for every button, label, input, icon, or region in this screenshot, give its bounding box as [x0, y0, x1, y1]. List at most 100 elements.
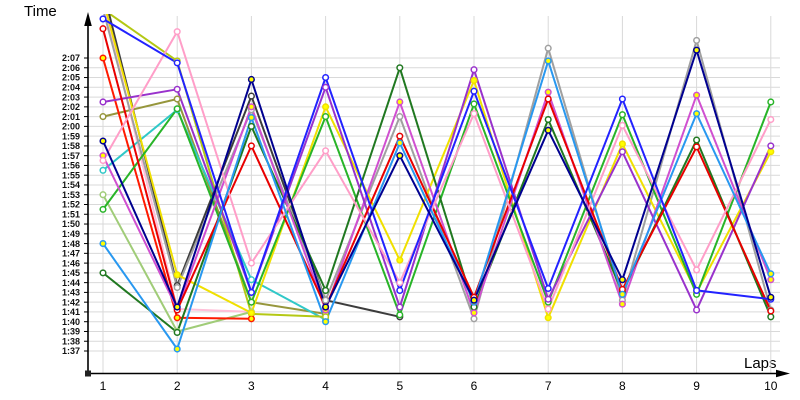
data-point [396, 132, 404, 140]
x-tick-label: 9 [693, 379, 700, 393]
y-tick-label: 1:45 [62, 268, 80, 278]
x-tick-label: 5 [396, 379, 403, 393]
y-tick-label: 2:02 [62, 102, 80, 112]
y-axis-arrow-icon [84, 12, 92, 26]
y-tick-label: 1:51 [62, 209, 80, 219]
data-point [544, 44, 552, 52]
x-axis-title: Laps [744, 355, 777, 372]
data-point [544, 284, 552, 293]
markers-blue [99, 15, 775, 303]
data-point [396, 286, 404, 294]
data-point [173, 283, 181, 292]
y-tick-label: 1:53 [62, 190, 80, 200]
data-point [322, 73, 330, 82]
data-point [247, 142, 255, 150]
y-tick-label: 2:03 [62, 92, 80, 102]
y-tick-label: 1:38 [62, 336, 80, 346]
x-tick-label: 2 [174, 379, 181, 393]
y-tick-label: 2:04 [62, 83, 80, 93]
y-tick-label: 1:48 [62, 239, 80, 249]
y-tick-label: 1:43 [62, 288, 80, 298]
data-point [396, 311, 404, 319]
x-axis-arrow-icon [776, 369, 790, 378]
data-point [767, 142, 775, 150]
data-point [693, 143, 701, 151]
data-point [544, 57, 552, 65]
data-point [470, 66, 478, 74]
data-point [247, 259, 255, 267]
y-tick-label: 1:41 [62, 307, 80, 317]
data-point [470, 87, 478, 95]
series-markers [99, 15, 775, 353]
data-point [396, 139, 404, 147]
data-point [396, 256, 404, 264]
data-point [247, 75, 255, 84]
data-point [470, 296, 478, 304]
data-point [247, 276, 255, 284]
y-tick-label: 1:59 [62, 131, 80, 141]
series-line-gray [103, 14, 772, 320]
data-point [767, 293, 775, 301]
data-point [173, 105, 181, 113]
data-point [618, 300, 626, 308]
data-point [247, 288, 255, 296]
data-point [396, 152, 404, 160]
data-point [693, 286, 701, 294]
data-point [173, 345, 181, 353]
data-point [173, 314, 181, 322]
origin-marker [85, 370, 91, 377]
data-point [322, 83, 330, 91]
y-tick-label: 1:47 [62, 249, 80, 259]
data-point [618, 111, 626, 119]
data-point [544, 314, 552, 322]
data-point [322, 318, 330, 326]
markers-purple [99, 66, 775, 314]
data-point [99, 54, 107, 62]
y-tick-label: 1:54 [62, 180, 80, 190]
x-tick-label: 6 [471, 379, 478, 393]
y-tick-label: 2:05 [62, 73, 80, 83]
data-point [99, 157, 107, 165]
data-point [544, 295, 552, 303]
data-point [767, 98, 775, 106]
data-point [173, 328, 181, 336]
data-point [544, 115, 552, 124]
data-point [767, 313, 775, 321]
data-point [173, 85, 181, 93]
data-point [322, 286, 330, 294]
data-point [99, 113, 107, 121]
data-point [173, 28, 181, 36]
data-point [470, 100, 478, 108]
series-line-blue [102, 17, 772, 301]
y-tick-label: 2:06 [62, 63, 80, 73]
data-point [470, 315, 478, 323]
series-line-yellowgreen [108, 14, 327, 318]
y-tick-label: 1:49 [62, 229, 80, 239]
data-point [618, 95, 626, 103]
x-tick-label: 3 [248, 379, 255, 393]
data-point [99, 205, 107, 213]
y-tick-label: 1:56 [62, 161, 80, 171]
data-point [767, 148, 775, 156]
data-point [693, 306, 701, 314]
data-point [618, 121, 626, 129]
data-point [767, 115, 775, 124]
data-point [99, 25, 107, 33]
markers-pink [99, 28, 775, 313]
markers-gray [173, 36, 775, 323]
data-point [544, 305, 552, 313]
series-lines [102, 14, 772, 350]
data-point [544, 126, 552, 134]
data-point [693, 266, 701, 274]
data-point [99, 166, 107, 174]
data-point [618, 276, 626, 284]
data-point [173, 271, 181, 279]
data-point [99, 269, 107, 277]
data-point [173, 95, 181, 103]
data-point [99, 191, 107, 199]
data-point [99, 98, 107, 106]
x-tick-label: 1 [100, 379, 107, 393]
y-tick-label: 1:55 [62, 170, 80, 180]
